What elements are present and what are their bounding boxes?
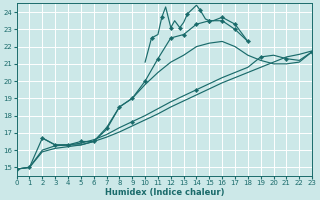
X-axis label: Humidex (Indice chaleur): Humidex (Indice chaleur)	[105, 188, 224, 197]
